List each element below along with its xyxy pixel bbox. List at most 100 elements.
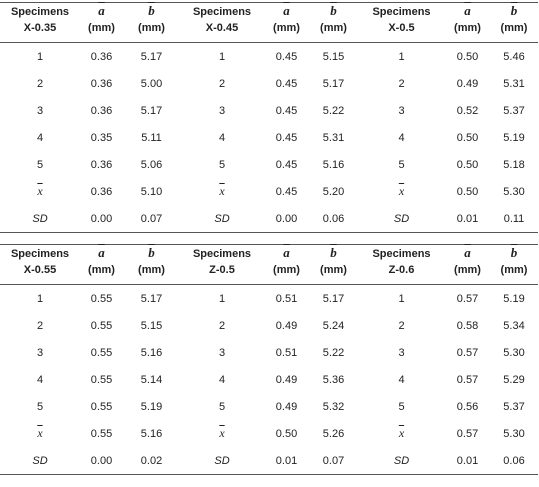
specimen-number: 5 [218, 158, 226, 171]
a-mean: 0.50 [456, 185, 479, 198]
sd-label: SD [393, 212, 410, 225]
mean-symbol: x [398, 426, 405, 440]
b-value: 5.06 [140, 158, 163, 171]
b-symbol: b [510, 245, 518, 260]
specimen-number: 4 [36, 373, 44, 386]
b-sd: 0.06 [503, 454, 525, 467]
a-value: 0.36 [90, 77, 113, 90]
b-value: 5.11 [141, 131, 162, 144]
a-value: 0.50 [456, 131, 479, 144]
mean-label: x [180, 178, 264, 205]
b-value: 5.19 [503, 292, 525, 305]
unit-label: (mm) [454, 22, 481, 34]
a-value: 0.58 [456, 319, 479, 332]
b-value: 5.15 [322, 50, 345, 63]
mean-symbol: x [219, 426, 225, 440]
table-row: 2 0.36 5.00 2 0.45 5.17 2 0.49 5.31 [0, 70, 538, 97]
sd-label: SD [32, 212, 48, 225]
b-symbol: b [148, 3, 155, 18]
b-value: 5.34 [503, 319, 525, 332]
table-row: 4 0.55 5.14 4 0.49 5.36 4 0.57 5.29 [0, 366, 538, 393]
a-value: 0.49 [275, 400, 298, 413]
a-value: 0.52 [456, 104, 479, 117]
b-value: 5.36 [322, 373, 345, 386]
specimen-number: 2 [218, 77, 226, 90]
b-sd: 0.06 [322, 212, 345, 225]
a-value: 0.36 [90, 50, 113, 63]
b-value: 5.19 [140, 400, 163, 413]
specimen-number: 3 [398, 346, 405, 359]
b-symbol: b [330, 3, 337, 18]
a-symbol: a [283, 3, 290, 18]
table-row: 4 0.35 5.11 4 0.45 5.31 4 0.50 5.19 [0, 124, 538, 151]
b-mean: 5.16 [140, 427, 163, 440]
b-sd: 0.11 [503, 212, 525, 225]
specimen-number: 3 [218, 104, 226, 117]
header-specimens-label: Specimens [10, 5, 70, 18]
unit-label: (mm) [138, 22, 165, 34]
a-value: 0.56 [456, 400, 479, 413]
specimen-number: 4 [218, 131, 226, 144]
a-sd: 0.01 [456, 212, 479, 225]
specimen-number: 5 [36, 158, 44, 171]
b-value: 5.17 [140, 104, 163, 117]
specimen-number: 2 [218, 319, 226, 332]
specimen-number: 2 [36, 77, 44, 90]
mean-label: x [0, 178, 80, 205]
specimen-table-bottom: Specimens a b Specimens a b Specimens a … [0, 244, 538, 475]
a-value: 0.45 [275, 50, 298, 63]
a-mean: 0.36 [90, 185, 113, 198]
b-value: 5.24 [322, 319, 345, 332]
a-value: 0.51 [275, 346, 298, 359]
a-mean: 0.55 [90, 427, 113, 440]
a-symbol: a [283, 245, 290, 260]
a-value: 0.45 [275, 77, 298, 90]
unit-label: (mm) [454, 264, 481, 276]
b-sd: 0.02 [140, 454, 163, 467]
specimen-number: 3 [36, 104, 44, 117]
mean-label: x [358, 420, 445, 447]
a-value: 0.50 [456, 50, 479, 63]
mean-label: x [180, 420, 264, 447]
sd-label: SD [393, 454, 410, 467]
mean-symbol: x [37, 426, 43, 440]
mean-symbol: x [37, 184, 43, 198]
group-name: X-0.35 [23, 22, 57, 34]
unit-label: (mm) [500, 22, 528, 34]
a-value: 0.55 [90, 346, 113, 359]
b-value: 5.22 [322, 104, 345, 117]
specimen-number: 3 [398, 104, 405, 117]
specimen-number: 3 [218, 346, 226, 359]
a-mean: 0.45 [275, 185, 298, 198]
b-value: 5.31 [322, 131, 345, 144]
specimen-number: 1 [218, 292, 226, 305]
header-row-2: X-0.35 (mm) (mm) X-0.45 (mm) (mm) X-0.5 … [0, 20, 538, 43]
sd-row: SD 0.00 0.02 SD 0.01 0.07 SD 0.01 0.06 [0, 447, 538, 475]
specimen-number: 1 [218, 50, 226, 63]
specimen-number: 5 [398, 400, 405, 413]
b-value: 5.17 [322, 292, 345, 305]
specimen-number: 5 [36, 400, 44, 413]
unit-label: (mm) [273, 264, 300, 276]
a-sd: 0.01 [456, 454, 479, 467]
a-value: 0.57 [456, 373, 479, 386]
b-mean: 5.10 [140, 185, 163, 198]
a-value: 0.36 [90, 158, 113, 171]
mean-symbol: x [219, 184, 225, 198]
a-sd: 0.01 [275, 454, 298, 467]
a-value: 0.57 [456, 346, 479, 359]
b-value: 5.30 [503, 346, 525, 359]
specimen-number: 4 [398, 131, 405, 144]
a-value: 0.51 [275, 292, 298, 305]
specimen-number: 2 [36, 319, 44, 332]
b-symbol: b [330, 245, 337, 260]
header-specimens-label: Specimens [192, 247, 252, 260]
specimen-number: 5 [398, 158, 405, 171]
group-name: Z-0.6 [388, 264, 415, 276]
a-value: 0.36 [90, 104, 113, 117]
unit-label: (mm) [320, 22, 347, 34]
b-value: 5.16 [322, 158, 345, 171]
a-value: 0.49 [275, 319, 298, 332]
a-mean: 0.57 [456, 427, 479, 440]
mean-row: x 0.55 5.16 x 0.50 5.26 x 0.57 5.30 [0, 420, 538, 447]
